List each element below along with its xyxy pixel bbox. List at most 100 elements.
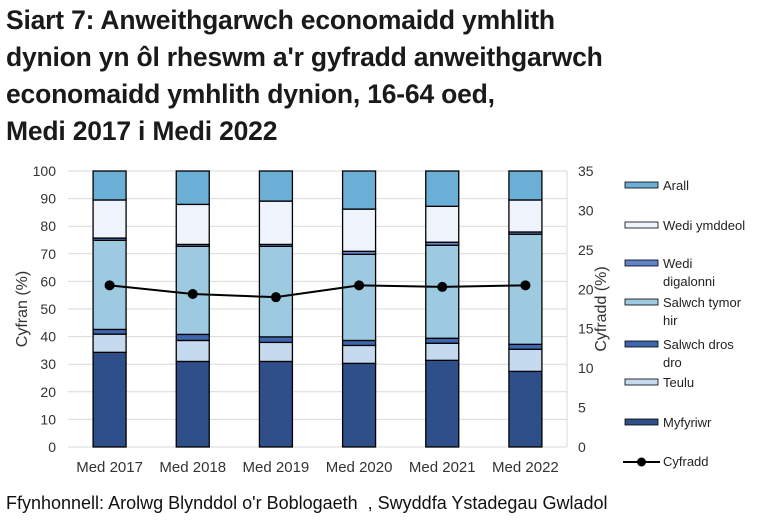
y2-tick-label: 35: [578, 163, 594, 179]
x-tick-label: Med 2019: [243, 459, 310, 476]
bar-segment: [341, 253, 377, 342]
bar-segment: [92, 328, 127, 335]
chart-title: Siart 7: Anweithgarwch economaidd ymhlit…: [6, 2, 751, 150]
y-axis-left: 0 10 20 30 40 50 60 70 80 90 100: [33, 163, 57, 455]
legend-swatch: [624, 418, 659, 426]
y2-tick-label: 20: [578, 281, 594, 297]
bar-segment: [258, 245, 294, 338]
rate-line: [104, 280, 531, 303]
legend-label: dro: [663, 355, 682, 370]
y-tick-label: 10: [40, 411, 56, 427]
y-tick-label: 30: [40, 356, 56, 372]
bar-segment: [425, 205, 460, 243]
bar-segment: [508, 348, 543, 373]
bar-segment: [258, 360, 294, 448]
chart-title-line: Medi 2017 i Medi 2022: [6, 116, 278, 146]
rate-marker: [354, 280, 365, 291]
y-tick-label: 40: [40, 329, 56, 345]
y-tick-label: 60: [40, 273, 56, 289]
legend-swatch: [624, 259, 659, 267]
x-axis: Med 2017 Med 2018 Med 2019 Med 2020 Med 2021…: [76, 459, 559, 476]
x-tick-label: Med 2022: [492, 459, 559, 476]
y-tick-label: 50: [40, 301, 56, 317]
legend: Arall Wedi ymddeol Wedi digalonni Salwch tym…: [623, 178, 745, 469]
bar-segment: [341, 339, 377, 347]
legend-item: Salwch dros dro: [624, 337, 734, 370]
rate-marker: [520, 280, 531, 291]
legend-label: digalonni: [663, 274, 715, 289]
y-tick-label: 80: [40, 218, 56, 234]
bar-segment: [92, 199, 127, 239]
legend-swatch: [624, 378, 659, 386]
rate-marker: [187, 289, 198, 300]
bar-segment: [425, 170, 460, 207]
bar-segment: [175, 333, 210, 342]
bar-segment: [508, 170, 543, 201]
chart-title-line: economaidd ymhlith dynion, 16-64 oed,: [6, 79, 495, 109]
bar-segment: [175, 360, 210, 448]
bar-segment: [92, 333, 127, 353]
x-tick-label: Med 2017: [76, 459, 143, 476]
bar-segment: [341, 344, 377, 365]
x-tick-label: Med 2020: [326, 459, 393, 476]
y-axis-title: Cyfran (%): [14, 271, 31, 347]
legend-swatch: [624, 298, 659, 306]
y2-tick-label: 15: [578, 321, 594, 337]
y-tick-label: 70: [40, 246, 56, 262]
y2-tick-label: 30: [578, 202, 594, 218]
bar-segment: [175, 203, 210, 246]
bar-segment: [258, 341, 294, 363]
bars: [92, 170, 543, 448]
legend-item: Cyfradd: [623, 454, 709, 469]
rate-marker: [104, 280, 115, 291]
bar-segment: [92, 351, 127, 448]
bar-segment: [92, 170, 127, 201]
legend-label: Salwch tymor: [663, 295, 742, 310]
y-axis-right: 0 5 10 15 20 25 30 35: [578, 163, 594, 455]
legend-item: Teulu: [624, 375, 694, 390]
rate-marker: [270, 292, 281, 303]
bar-segment: [341, 208, 377, 252]
legend-swatch: [624, 340, 659, 348]
legend-label: Wedi: [663, 256, 692, 271]
legend-item: Wedi digalonni: [624, 256, 715, 289]
chart-title-line: Siart 7: Anweithgarwch economaidd ymhlit…: [6, 5, 555, 35]
bar-segment: [425, 342, 460, 361]
bar-segment: [425, 337, 460, 344]
source-note: Ffynhonnell: Arolwg Blynddol o'r Bobloga…: [6, 493, 608, 513]
legend-swatch: [624, 181, 659, 189]
bar-segment: [175, 170, 210, 206]
x-tick-label: Med 2021: [409, 459, 476, 476]
y2-tick-label: 25: [578, 242, 594, 258]
legend-label: Cyfradd: [663, 454, 709, 469]
y-tick-label: 0: [48, 439, 56, 455]
y-tick-label: 20: [40, 384, 56, 400]
y2-tick-label: 10: [578, 360, 594, 376]
y-tick-label: 90: [40, 191, 56, 207]
legend-label: Arall: [663, 178, 689, 193]
bar-segment: [508, 199, 543, 233]
bar-segment: [258, 170, 294, 202]
legend-swatch: [624, 221, 659, 229]
bar-segment: [508, 343, 543, 350]
y2-tick-label: 0: [578, 439, 586, 455]
legend-item: Salwch tymor hir: [624, 295, 742, 328]
gridlines: [68, 170, 568, 448]
legend-label: hir: [663, 313, 678, 328]
x-tick-label: Med 2018: [159, 459, 226, 476]
bar-segment: [175, 339, 210, 363]
legend-item: Myfyriwr: [624, 415, 712, 430]
bar-segment: [258, 336, 294, 344]
legend-label: Salwch dros: [663, 337, 734, 352]
bar-segment: [508, 370, 543, 448]
legend-label: Teulu: [663, 375, 694, 390]
bar-segment: [341, 170, 377, 210]
rate-marker: [437, 281, 448, 292]
y2-axis-title: Cyfradd (%): [593, 266, 610, 351]
legend-label: Myfyriwr: [663, 415, 712, 430]
y-tick-label: 100: [33, 163, 57, 179]
chart-title-line: dynion yn ôl rheswm a'r gyfradd anweithg…: [6, 42, 603, 72]
bar-segment: [258, 200, 294, 246]
legend-item: Wedi ymddeol: [624, 218, 745, 233]
